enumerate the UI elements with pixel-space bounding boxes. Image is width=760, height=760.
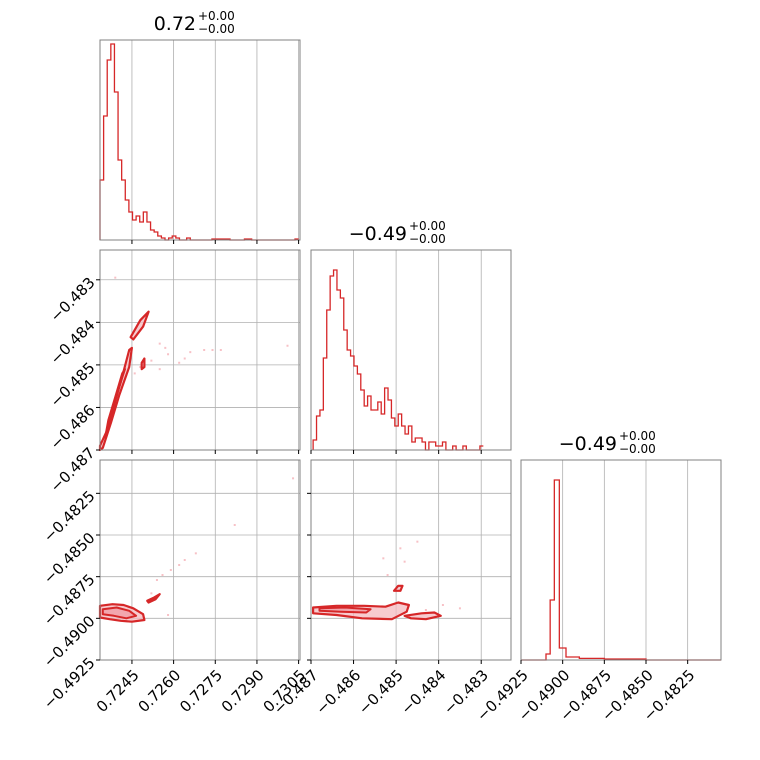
scatter-point (169, 569, 172, 571)
panel-frame (99, 39, 301, 241)
scatter-point (155, 579, 158, 581)
scatter-point (114, 276, 117, 279)
contour-inner (101, 606, 138, 620)
x-tick-label: 0.7275 (176, 666, 226, 716)
scatter-point (183, 357, 186, 360)
scatter-point (133, 372, 136, 375)
scatter-point (211, 349, 214, 351)
scatter-point (441, 604, 444, 606)
scatter-point (178, 564, 181, 566)
scatter-point (158, 342, 161, 345)
x-tick-label: 0.7245 (93, 666, 143, 716)
scatter-point (150, 592, 153, 595)
scatter-point (158, 368, 161, 371)
x-tick-label: −0.484 (397, 666, 449, 718)
y-tick-label: −0.485 (47, 359, 99, 411)
scatter-point (382, 557, 385, 560)
scatter-point (424, 609, 427, 611)
y-tick-label: −0.487 (47, 444, 99, 496)
title-upper-error: +0.00 (198, 9, 235, 23)
contour-outer (140, 357, 146, 371)
panel-frame (310, 459, 512, 661)
scatter-point (164, 346, 167, 349)
panel-title: −0.49 (349, 223, 407, 245)
y-tick-label: −0.483 (47, 274, 99, 326)
scatter-point (161, 574, 164, 576)
scatter-point (194, 552, 197, 555)
contour-inner (104, 368, 126, 437)
title-lower-error: −0.00 (198, 22, 235, 36)
title-upper-error: +0.00 (619, 429, 656, 443)
scatter-point (183, 559, 186, 561)
histogram-param-2 (312, 269, 484, 451)
scatter-point (178, 361, 181, 364)
histogram-param-3 (521, 479, 721, 661)
x-tick-label: −0.485 (355, 666, 407, 718)
scatter-point (203, 349, 206, 351)
x-tick-label: −0.486 (312, 666, 364, 718)
panel-frame (520, 459, 722, 661)
panel-title: −0.49 (559, 433, 617, 455)
scatter-point (189, 351, 192, 354)
scatter-point (219, 349, 222, 351)
contour-inner (318, 606, 372, 614)
contour-outer (129, 310, 150, 341)
contour-outer (146, 593, 161, 604)
scatter-point (399, 547, 402, 550)
scatter-point (292, 477, 295, 480)
panel-frame (99, 459, 301, 661)
title-lower-error: −0.00 (409, 232, 446, 246)
scatter-point (167, 614, 170, 616)
y-tick-label: −0.484 (47, 316, 99, 368)
contour-outer (403, 611, 442, 621)
scatter-point (386, 574, 389, 576)
x-tick-label: 0.7290 (218, 666, 268, 716)
scatter-point (458, 607, 461, 610)
panel-frame (310, 249, 512, 451)
contour-outer (392, 584, 404, 592)
title-lower-error: −0.00 (619, 442, 656, 456)
scatter-point (286, 344, 289, 347)
panel-frame (99, 249, 301, 451)
scatter-point (139, 366, 142, 369)
y-tick-label: −0.486 (47, 401, 99, 453)
x-tick-label: 0.7260 (135, 666, 185, 716)
scatter-point (167, 353, 170, 356)
panel-title: 0.72 (154, 13, 196, 35)
scatter-point (150, 359, 153, 362)
histogram-param-1 (99, 43, 299, 241)
title-upper-error: +0.00 (409, 219, 446, 233)
scatter-point (403, 560, 406, 563)
scatter-point (416, 540, 419, 543)
scatter-point (233, 524, 236, 526)
